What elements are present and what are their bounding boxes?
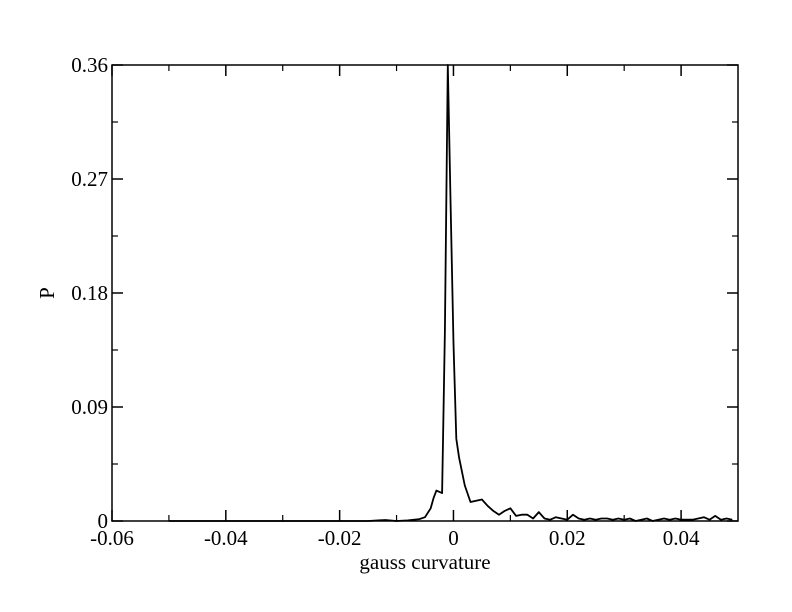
y-tick-label: 0.18: [71, 281, 108, 305]
x-tick-label: 0.02: [549, 526, 586, 550]
x-tick-label: -0.06: [90, 526, 134, 550]
major-ticks: [111, 64, 738, 522]
y-tick-label: 0.09: [71, 395, 108, 419]
y-tick-label: 0.27: [71, 167, 108, 191]
y-axis-title: P: [35, 287, 59, 299]
x-tick-label: -0.04: [204, 526, 248, 550]
x-tick-label: 0: [448, 526, 459, 550]
y-tick-labels: 0 0.09 0.18 0.27 0.36: [71, 53, 108, 533]
x-axis-title: gauss curvature: [359, 550, 490, 574]
minor-ticks: [112, 65, 738, 521]
y-tick-label: 0: [98, 509, 109, 533]
y-tick-label: 0.36: [71, 53, 108, 77]
series-line: [168, 64, 733, 522]
plot-frame: [111, 64, 739, 522]
x-tick-label: 0.04: [663, 526, 700, 550]
x-tick-labels: -0.06 -0.04 -0.02 0 0.02 0.04: [90, 526, 700, 550]
x-tick-label: -0.02: [318, 526, 362, 550]
